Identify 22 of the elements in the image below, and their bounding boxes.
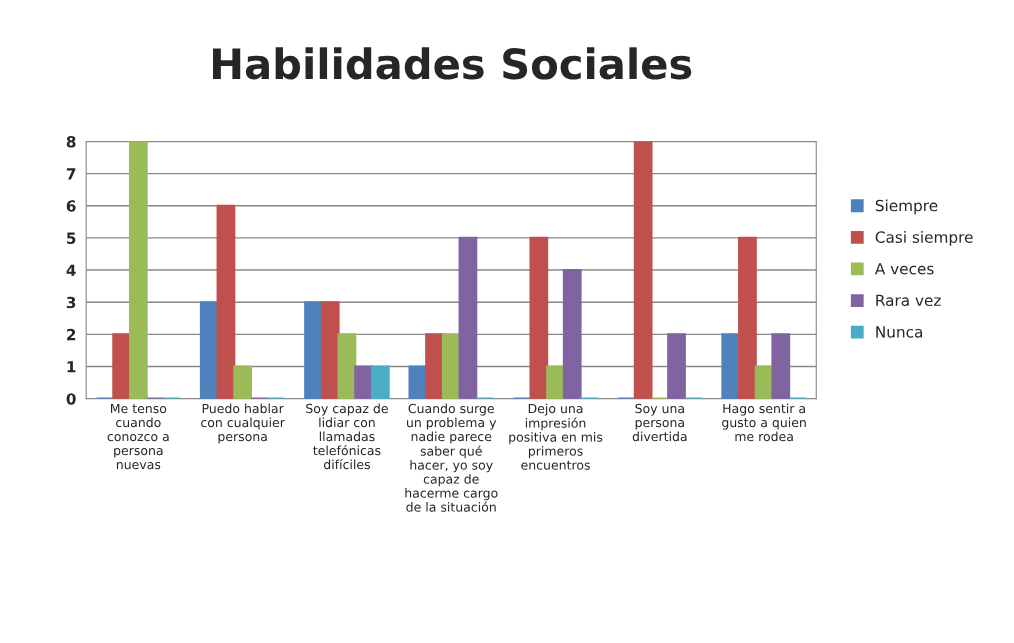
legend-label: Rara vez xyxy=(876,294,941,307)
x-tick-label: Me tenso cuando conozco a persona nuevas xyxy=(107,403,169,470)
y-tick-label: 7 xyxy=(66,168,76,180)
legend-label: Siempre xyxy=(875,199,938,215)
y-tick-label: 1 xyxy=(67,361,76,373)
x-tick-label: Hago sentir a gusto a quien me rodea xyxy=(722,403,806,442)
x-tick-label: Soy una persona divertida xyxy=(632,403,687,442)
y-tick-label: 0 xyxy=(66,393,76,405)
legend-label: A veces xyxy=(874,263,934,275)
y-tick-label: 4 xyxy=(66,264,76,276)
x-tick-label: Dejo una impresión positiva en mis primeros encuentros xyxy=(509,403,603,470)
x-tick-label: Puedo hablar con cualquier persona xyxy=(201,403,285,444)
chart-title: Habilidades Sociales xyxy=(213,47,692,80)
x-tick-label: Soy capaz de lidiar con llamadas telefónicas difíciles xyxy=(306,403,388,470)
y-tick-label: 3 xyxy=(66,296,76,309)
x-tick-label: Cuando surge un problema y nadie parece saber qué hacer, yo soy capaz de hacerme cargo de la situación xyxy=(405,403,498,512)
y-tick-label: 6 xyxy=(66,200,76,212)
y-tick-label: 2 xyxy=(67,328,76,341)
y-tick-label: 8 xyxy=(66,135,76,148)
y-tick-label: 5 xyxy=(67,232,76,244)
legend-label: Nunca xyxy=(876,326,923,338)
legend-label: Casi siempre xyxy=(875,231,973,246)
